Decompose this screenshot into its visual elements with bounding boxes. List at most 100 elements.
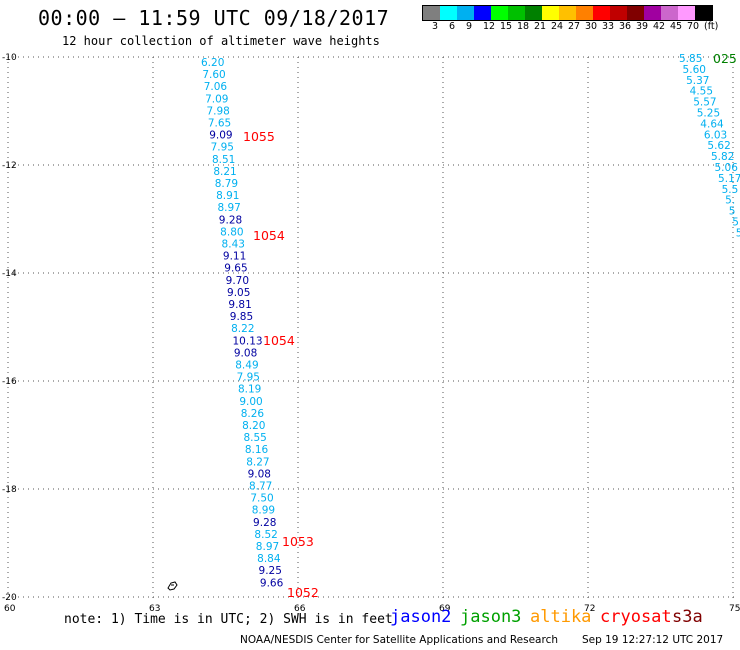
legend-label: 39 bbox=[636, 21, 649, 32]
wave-height-value: 5.57 bbox=[693, 97, 716, 109]
wave-height-value: 9.28 bbox=[219, 214, 242, 226]
legend-label: 12 bbox=[483, 21, 496, 32]
wave-height-value: 4.55 bbox=[690, 86, 713, 98]
wave-height-value: 8.77 bbox=[249, 481, 272, 493]
legend-swatch bbox=[440, 6, 457, 20]
wave-height-value: 7.06 bbox=[204, 81, 228, 93]
wave-height-value: 8.97 bbox=[256, 541, 279, 553]
satellite-altika: altika bbox=[530, 607, 592, 627]
lat-label: -14 bbox=[2, 269, 17, 279]
wave-height-value: 5.85 bbox=[679, 53, 702, 65]
legend-label: 6 bbox=[449, 21, 456, 32]
legend-label: 15 bbox=[500, 21, 513, 32]
generated-time: Sep 19 12:27:12 UTC 2017 bbox=[582, 634, 724, 646]
satellite-jason3: jason3 bbox=[460, 607, 522, 627]
map-subtitle: 12 hour collection of altimeter wave hei… bbox=[62, 34, 380, 48]
wave-height-value: 9.08 bbox=[248, 468, 271, 480]
legend-label: 21 bbox=[534, 21, 547, 32]
pass-number-label: 1054 bbox=[263, 333, 295, 348]
legend-label: 18 bbox=[517, 21, 530, 32]
wave-height-value: 7.50 bbox=[250, 493, 273, 505]
wave-height-value: 6.03 bbox=[704, 129, 727, 141]
wave-height-value: 8.19 bbox=[238, 384, 261, 396]
legend-label: 24 bbox=[551, 21, 564, 32]
wave-height-value: 8.26 bbox=[241, 408, 265, 420]
pass-number-label: 1054 bbox=[253, 228, 285, 243]
wave-height-value: 8.99 bbox=[252, 505, 275, 517]
lat-label: -18 bbox=[2, 485, 17, 495]
legend-label: 33 bbox=[602, 21, 615, 32]
wave-height-value: 9.85 bbox=[230, 311, 253, 323]
wave-height-value: 5.06 bbox=[715, 162, 739, 174]
wave-height-value: 9.25 bbox=[259, 565, 282, 577]
satellite-cryosat: cryosat bbox=[600, 607, 672, 627]
color-legend-bar bbox=[422, 5, 713, 21]
wave-height-value: 7.60 bbox=[202, 69, 225, 81]
satellite-s3a: s3a bbox=[672, 607, 703, 627]
lon-label: 66 bbox=[294, 604, 306, 614]
lon-label: 72 bbox=[584, 604, 595, 614]
wave-height-value: 8.49 bbox=[235, 360, 258, 372]
wave-height-value: 9.09 bbox=[209, 130, 232, 142]
wave-height-value: 9.00 bbox=[239, 396, 262, 408]
wave-height-value: 5.5 bbox=[722, 184, 739, 196]
wave-height-value: 7.09 bbox=[205, 93, 228, 105]
wave-height-value: 8.97 bbox=[217, 202, 240, 214]
pass-number-label: 1052 bbox=[287, 585, 319, 600]
legend-swatch bbox=[474, 6, 491, 20]
island-outline bbox=[167, 581, 178, 591]
legend-swatch bbox=[627, 6, 644, 20]
legend-label: 9 bbox=[466, 21, 473, 32]
legend-label: 36 bbox=[619, 21, 632, 32]
wave-height-value: 8.79 bbox=[215, 178, 238, 190]
wave-height-value: 4.64 bbox=[700, 118, 724, 130]
legend-swatch bbox=[593, 6, 610, 20]
wave-height-value: 8.91 bbox=[216, 190, 239, 202]
wave-height-value: 7.95 bbox=[211, 142, 234, 154]
pass-number-label: 1055 bbox=[243, 129, 275, 144]
wave-height-value: 9.70 bbox=[226, 275, 249, 287]
wave-height-value: 6.20 bbox=[201, 57, 224, 69]
wave-height-value: 9.66 bbox=[260, 577, 284, 589]
legend-swatch bbox=[423, 6, 440, 20]
legend-swatch bbox=[695, 6, 712, 20]
lon-label: 63 bbox=[149, 604, 160, 614]
wave-height-value: 9.81 bbox=[228, 299, 251, 311]
legend-label: 27 bbox=[568, 21, 581, 32]
wave-height-value: 5. bbox=[725, 195, 735, 207]
wave-height-value: 5 bbox=[729, 206, 736, 218]
wave-height-value: 9.28 bbox=[253, 517, 276, 529]
pass-number-label: 025 bbox=[713, 51, 737, 66]
legend-swatch bbox=[525, 6, 542, 20]
map-title: 00:00 – 11:59 UTC 09/18/2017 bbox=[38, 6, 390, 30]
lat-label: -16 bbox=[2, 377, 17, 387]
wave-height-value: 5.37 bbox=[686, 75, 709, 87]
legend-swatch bbox=[644, 6, 661, 20]
legend-swatch bbox=[508, 6, 525, 20]
wave-height-value: 8.43 bbox=[222, 239, 245, 251]
legend-swatch bbox=[457, 6, 474, 20]
pass-number-label: 1053 bbox=[282, 534, 314, 549]
wave-height-value: 5.82 bbox=[711, 151, 734, 163]
wave-height-value: 10.13 bbox=[233, 335, 263, 347]
wave-height-value: 8.84 bbox=[257, 553, 281, 565]
wave-height-value: 5.17 bbox=[718, 173, 740, 185]
lon-label: 75 bbox=[729, 604, 740, 614]
wave-height-value: 7.95 bbox=[237, 372, 260, 384]
lon-label: 69 bbox=[439, 604, 451, 614]
footnote: note: 1) Time is in UTC; 2) SWH is in fe… bbox=[64, 612, 393, 627]
legend-label: 45 bbox=[670, 21, 683, 32]
legend-label: 70 bbox=[687, 21, 700, 32]
legend-label: (ft) bbox=[704, 21, 719, 32]
legend-swatch bbox=[491, 6, 508, 20]
wave-height-value: 8.52 bbox=[254, 529, 277, 541]
legend-swatch bbox=[542, 6, 559, 20]
wave-height-value: 8.20 bbox=[242, 420, 265, 432]
legend-swatch bbox=[610, 6, 627, 20]
legend-swatch bbox=[559, 6, 576, 20]
wave-height-value: 8.51 bbox=[212, 154, 235, 166]
legend-swatch bbox=[678, 6, 695, 20]
lon-label: 60 bbox=[4, 604, 16, 614]
wave-height-value: 8.21 bbox=[213, 166, 236, 178]
